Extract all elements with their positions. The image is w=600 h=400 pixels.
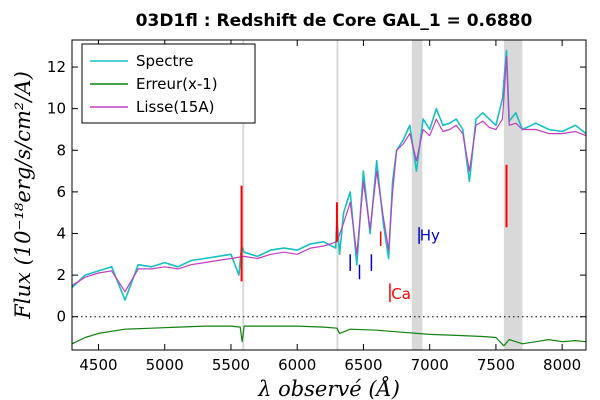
y-tick-label: 8 [56, 141, 66, 159]
y-tick-label: 4 [56, 224, 66, 242]
x-axis-label: λ observé (Å) [257, 376, 400, 400]
x-tick-label: 5500 [212, 356, 250, 374]
x-tick-label: 5000 [146, 356, 184, 374]
line-label: Ca [391, 285, 411, 303]
y-axis-label: Flux (10⁻¹⁸erg/s/cm²/A) [11, 71, 35, 320]
series-line-erreur-x-1- [72, 325, 586, 347]
x-tick-label: 8000 [543, 356, 581, 374]
y-tick-label: 0 [56, 308, 66, 326]
line-label: Hy [420, 227, 440, 245]
shaded-band [336, 40, 339, 350]
shaded-band [411, 40, 423, 350]
legend-label: Lisse(15A) [136, 98, 214, 116]
legend-label: Spectre [136, 52, 193, 70]
legend-label: Erreur(x-1) [136, 75, 218, 93]
shaded-band [242, 40, 245, 350]
x-tick-label: 6500 [344, 356, 382, 374]
plot-frame [71, 39, 587, 351]
chart-title: 03D1fl : Redshift de Core GAL_1 = 0.6880 [136, 11, 533, 31]
y-tick-label: 12 [47, 58, 66, 76]
series-line-lisse-15a- [72, 55, 586, 293]
x-tick-label: 4500 [79, 356, 117, 374]
x-tick-label: 6000 [278, 356, 316, 374]
x-tick-label: 7000 [411, 356, 449, 374]
y-tick-label: 2 [56, 266, 66, 284]
legend: Spectre Erreur(x-1) Lisse(15A) [81, 43, 256, 124]
y-tick-label: 6 [56, 183, 66, 201]
x-tick-label: 7500 [477, 356, 515, 374]
y-tick-label: 10 [47, 100, 66, 118]
